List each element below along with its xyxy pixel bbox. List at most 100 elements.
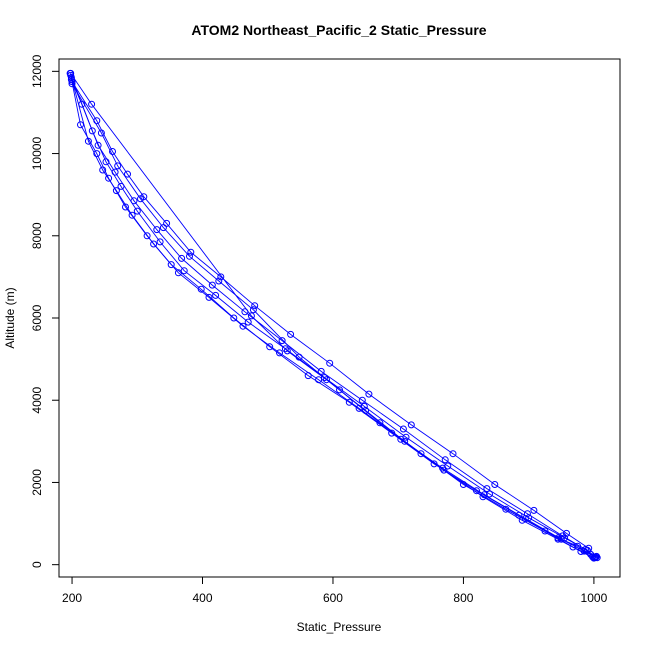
data-point	[77, 121, 84, 129]
data-point	[230, 314, 238, 322]
series-line	[70, 75, 598, 559]
data-point	[217, 273, 225, 281]
y-tick-label: 0	[30, 561, 44, 568]
data-point	[321, 374, 328, 382]
data-layer	[66, 69, 601, 562]
data-point	[208, 281, 216, 289]
y-tick-label: 8000	[30, 222, 44, 249]
data-point	[114, 162, 122, 170]
data-point	[244, 318, 252, 326]
data-point	[554, 535, 562, 543]
y-tick-label: 12000	[30, 54, 44, 88]
series-line	[70, 79, 595, 558]
data-point	[365, 390, 373, 398]
x-tick-label: 400	[192, 591, 212, 605]
data-point	[88, 127, 96, 135]
data-point	[97, 129, 105, 137]
data-point	[212, 291, 220, 299]
series-line	[71, 81, 597, 557]
data-point	[283, 347, 291, 355]
x-axis: 200 400 600 800 1000	[62, 576, 608, 605]
data-point	[441, 456, 449, 464]
series-2	[67, 74, 600, 561]
data-point	[491, 481, 499, 488]
data-point	[133, 207, 141, 215]
data-point	[78, 100, 86, 108]
data-point	[502, 505, 510, 513]
data-point	[541, 527, 549, 535]
series-line	[70, 73, 595, 559]
data-point	[336, 386, 343, 394]
data-point	[112, 187, 120, 195]
data-point	[150, 240, 158, 248]
data-point	[153, 226, 161, 234]
data-point	[323, 376, 330, 384]
data-point	[577, 548, 585, 555]
y-tick-label: 4000	[30, 387, 44, 414]
data-point	[143, 232, 151, 240]
series-3	[66, 69, 599, 561]
data-point	[486, 490, 493, 498]
chart-title: ATOM2 Northeast_Pacific_2 Static_Pressur…	[191, 22, 486, 38]
data-point	[156, 238, 164, 246]
data-point	[417, 450, 425, 458]
data-point	[444, 462, 452, 470]
data-point	[561, 534, 569, 542]
data-point	[295, 353, 303, 361]
data-point	[93, 150, 101, 158]
data-point	[128, 211, 136, 219]
y-axis: 0 2000 4000 6000 8000 10000 12000	[30, 54, 60, 568]
data-point	[559, 532, 567, 540]
data-point	[479, 493, 487, 501]
x-tick-label: 800	[453, 591, 473, 605]
data-point	[401, 437, 409, 445]
data-point	[376, 419, 384, 427]
data-point	[137, 195, 144, 203]
data-point	[124, 170, 131, 178]
data-point	[94, 141, 102, 149]
data-point	[88, 100, 96, 108]
data-point	[68, 80, 76, 88]
data-point	[159, 224, 167, 232]
data-point	[205, 293, 213, 301]
data-point	[178, 254, 186, 262]
series-1	[67, 71, 601, 562]
data-point	[449, 450, 457, 458]
plot-frame	[58, 58, 621, 578]
data-point	[247, 312, 255, 320]
data-point	[589, 553, 597, 561]
y-axis-title: Altitude (m)	[3, 287, 17, 348]
data-point	[358, 396, 366, 404]
data-point	[276, 349, 283, 357]
series-line	[70, 77, 597, 558]
data-point	[362, 407, 370, 414]
data-point	[84, 137, 92, 145]
data-point	[249, 306, 257, 314]
data-point	[67, 69, 75, 77]
data-point	[585, 544, 593, 552]
data-point	[315, 376, 323, 384]
data-point	[523, 510, 531, 518]
series-5	[67, 76, 599, 561]
data-point	[251, 302, 259, 310]
data-point	[317, 367, 325, 375]
data-point	[180, 267, 188, 275]
data-point	[278, 337, 286, 345]
data-point	[345, 398, 353, 406]
data-point	[287, 330, 295, 338]
data-point	[569, 543, 577, 551]
y-tick-label: 6000	[30, 304, 44, 331]
series-line	[71, 83, 593, 558]
data-point	[187, 248, 195, 256]
series-line	[69, 73, 596, 558]
series-7	[68, 80, 597, 561]
data-point	[440, 466, 448, 474]
y-tick-label: 10000	[30, 137, 44, 171]
data-point	[167, 261, 175, 269]
data-point	[266, 343, 274, 351]
x-axis-title: Static_Pressure	[297, 620, 382, 634]
series-4	[68, 78, 600, 560]
data-point	[239, 322, 247, 330]
data-point	[215, 277, 223, 285]
